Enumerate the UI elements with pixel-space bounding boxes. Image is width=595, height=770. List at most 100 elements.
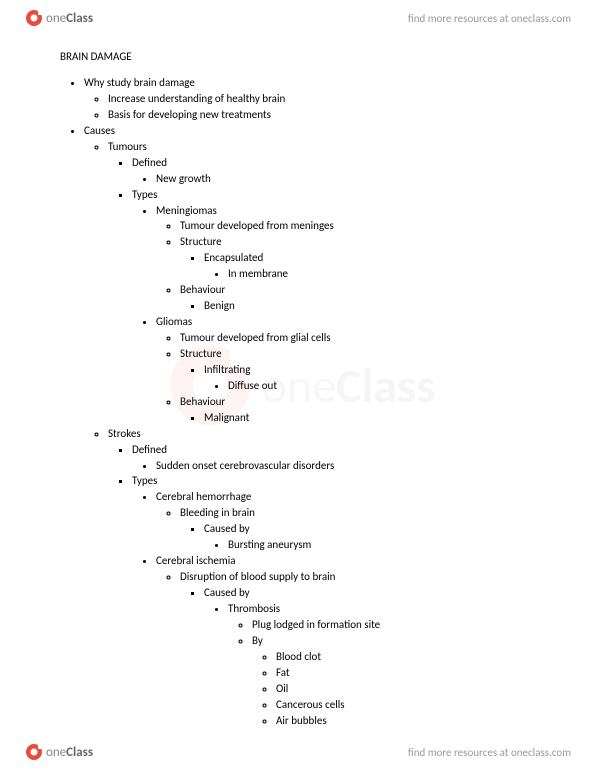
- outline-text: Infiltrating: [204, 363, 250, 376]
- outline-sublist: Tumour developed from glial cells Structu…: [156, 330, 555, 426]
- outline-item: Tumour developed from glial cells: [180, 330, 555, 346]
- outline-item: Strokes Defined Sudden onset cerebrovascul…: [108, 426, 555, 729]
- outline-item: Tumour developed from meninges: [180, 218, 555, 234]
- outline-item: Why study brain damage Increase understan…: [84, 75, 555, 123]
- outline-item: Air bubbles: [276, 713, 555, 729]
- outline-text: Tumour developed from glial cells: [180, 331, 331, 344]
- outline-text: New growth: [156, 172, 211, 185]
- outline-sublist: Diffuse out: [204, 378, 555, 394]
- outline-item: Increase understanding of healthy brain: [108, 91, 555, 107]
- outline-sublist: Disruption of blood supply to brain Cause…: [156, 569, 555, 728]
- outline-text: By: [252, 634, 263, 647]
- outline-text: Encapsulated: [204, 251, 263, 264]
- outline-text: Why study brain damage: [84, 76, 195, 89]
- outline-text: Tumour developed from meninges: [180, 219, 334, 232]
- outline-text: Increase understanding of healthy brain: [108, 92, 285, 105]
- outline-sublist: Caused by Thrombosis Plug lodged in format…: [180, 585, 555, 728]
- outline-text: Diffuse out: [228, 379, 277, 392]
- outline-sublist: Tumours Defined New growth Types Meningiomas…: [84, 139, 555, 729]
- outline-item: Plug lodged in formation site: [252, 617, 555, 633]
- outline-item: Diffuse out: [228, 378, 555, 394]
- outline-text: Disruption of blood supply to brain: [180, 570, 335, 583]
- outline-text: Cancerous cells: [276, 698, 345, 711]
- brand-text: oneClass: [46, 11, 93, 26]
- outline-text: Behaviour: [180, 283, 225, 296]
- outline-item: Structure Encapsulated In membrane: [180, 234, 555, 282]
- outline-text: Plug lodged in formation site: [252, 618, 380, 631]
- outline-sublist: In membrane: [204, 266, 555, 282]
- outline-text: Thrombosis: [228, 602, 280, 615]
- brand-text-footer: oneClass: [46, 745, 93, 760]
- outline-item: Structure Infiltrating Diffuse out: [180, 346, 555, 394]
- outline-item: Thrombosis Plug lodged in formation site B…: [228, 601, 555, 729]
- outline-item: Benign: [204, 298, 555, 314]
- header-link[interactable]: find more resources at oneclass.com: [408, 12, 571, 25]
- outline-item: Behaviour Malignant: [180, 394, 555, 426]
- outline-item: Bleeding in brainCaused byBursting aneur…: [180, 505, 555, 553]
- outline-sublist: Bursting aneurysm: [204, 537, 555, 553]
- outline-item: Behaviour Benign: [180, 282, 555, 314]
- outline-text: Cerebral hemorrhage: [156, 490, 251, 503]
- outline-text: Tumours: [108, 140, 147, 153]
- outline-sublist: Sudden onset cerebrovascular disorders: [132, 458, 555, 474]
- outline-text: Structure: [180, 347, 222, 360]
- brand-logo: oneClass: [24, 8, 93, 28]
- outline-text: Benign: [204, 299, 235, 312]
- outline-text: Malignant: [204, 411, 249, 424]
- outline-text: Strokes: [108, 427, 141, 440]
- outline-text: In membrane: [228, 267, 288, 280]
- outline-item: Oil: [276, 681, 555, 697]
- outline-item: Defined New growth: [132, 155, 555, 187]
- outline-sublist: Encapsulated In membrane: [180, 250, 555, 282]
- outline-sublist: DefinedNew growthTypesMeningiomasTumour …: [108, 155, 555, 426]
- outline-item: MeningiomasTumour developed from meninge…: [156, 203, 555, 315]
- outline-text: Structure: [180, 235, 222, 248]
- page-footer: oneClass find more resources at oneclass…: [0, 734, 595, 770]
- outline-sublist: Tumour developed from meninges Structure E…: [156, 218, 555, 314]
- outline-text: Meningiomas: [156, 204, 217, 217]
- brand-icon: [24, 8, 44, 28]
- outline-text: Oil: [276, 682, 288, 695]
- outline-text: Types: [132, 474, 157, 487]
- brand-icon: [24, 742, 44, 762]
- outline-text: Causes: [84, 124, 115, 137]
- page-header: oneClass find more resources at oneclass…: [0, 0, 595, 36]
- outline-item: Disruption of blood supply to brain Cause…: [180, 569, 555, 728]
- outline-item: Causes Tumours Defined New growth Types Menin…: [84, 123, 555, 729]
- outline-sublist: MeningiomasTumour developed from meninge…: [132, 203, 555, 426]
- outline-sublist: Benign: [180, 298, 555, 314]
- outline-item: Blood clot: [276, 649, 555, 665]
- document-content: BRAIN DAMAGE Why study brain damage Incre…: [60, 50, 555, 728]
- outline-item: Sudden onset cerebrovascular disorders: [156, 458, 555, 474]
- outline-text: Fat: [276, 666, 290, 679]
- outline-item: Cerebral hemorrhage Bleeding in brainCaus…: [156, 489, 555, 553]
- outline-sublist: Defined Sudden onset cerebrovascular diso…: [108, 442, 555, 729]
- outline-text: Bursting aneurysm: [228, 538, 311, 551]
- outline-text: Cerebral ischemia: [156, 554, 235, 567]
- outline-text: Defined: [132, 156, 167, 169]
- outline-text: Types: [132, 188, 157, 201]
- footer-link[interactable]: find more resources at oneclass.com: [408, 746, 571, 759]
- outline-sublist: Blood clot Fat Oil Cancerous cells Air bubbl…: [252, 649, 555, 729]
- outline-sublist: Infiltrating Diffuse out: [180, 362, 555, 394]
- outline-sublist: New growth: [132, 171, 555, 187]
- brand-logo-footer: oneClass: [24, 742, 93, 762]
- outline-text: Behaviour: [180, 395, 225, 408]
- outline-sublist: Caused byBursting aneurysm: [180, 521, 555, 553]
- outline-item: Infiltrating Diffuse out: [204, 362, 555, 394]
- outline-item: New growth: [156, 171, 555, 187]
- outline-item: In membrane: [228, 266, 555, 282]
- outline-item: Tumours Defined New growth Types Meningiomas…: [108, 139, 555, 426]
- outline-list: Why study brain damage Increase understan…: [60, 75, 555, 728]
- outline-text: Caused by: [204, 586, 250, 599]
- outline-sublist: Thrombosis Plug lodged in formation site B…: [204, 601, 555, 729]
- outline-item: Defined Sudden onset cerebrovascular diso…: [132, 442, 555, 474]
- outline-item: TypesMeningiomasTumour developed from me…: [132, 187, 555, 426]
- outline-item: Encapsulated In membrane: [204, 250, 555, 282]
- document-title: BRAIN DAMAGE: [60, 50, 555, 63]
- outline-sublist: Plug lodged in formation site By Blood clo…: [228, 617, 555, 729]
- outline-text: Defined: [132, 443, 167, 456]
- outline-text: Blood clot: [276, 650, 321, 663]
- outline-text: Air bubbles: [276, 714, 327, 727]
- outline-item: Malignant: [204, 410, 555, 426]
